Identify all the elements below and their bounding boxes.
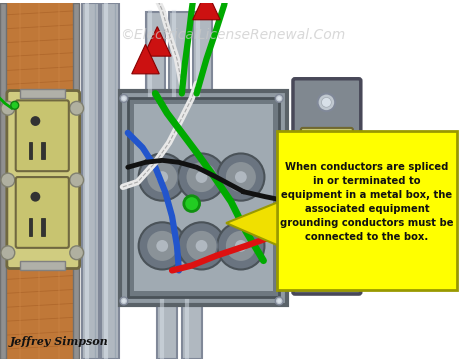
Bar xyxy=(19,89,65,98)
Circle shape xyxy=(70,173,83,187)
Circle shape xyxy=(156,240,168,252)
Circle shape xyxy=(138,222,186,269)
Circle shape xyxy=(138,153,186,201)
Circle shape xyxy=(1,246,15,260)
Bar xyxy=(169,12,189,110)
Circle shape xyxy=(277,96,281,100)
FancyBboxPatch shape xyxy=(310,143,339,201)
Bar xyxy=(182,290,201,359)
Circle shape xyxy=(196,240,208,252)
Bar xyxy=(41,142,45,159)
Bar xyxy=(134,104,273,291)
Text: When conductors are spliced
in or terminated to
equipment in a metal box, the
as: When conductors are spliced in or termin… xyxy=(280,163,454,243)
Circle shape xyxy=(321,266,331,275)
Circle shape xyxy=(120,94,128,102)
Circle shape xyxy=(225,230,256,262)
Polygon shape xyxy=(144,27,171,56)
Bar xyxy=(0,3,6,359)
Bar xyxy=(19,261,65,270)
Circle shape xyxy=(11,101,18,109)
Circle shape xyxy=(318,93,335,111)
Circle shape xyxy=(275,297,283,305)
FancyBboxPatch shape xyxy=(16,100,69,171)
FancyBboxPatch shape xyxy=(7,90,80,269)
Bar xyxy=(28,218,32,236)
Bar xyxy=(28,142,32,159)
FancyBboxPatch shape xyxy=(301,128,353,245)
Circle shape xyxy=(275,94,283,102)
Bar xyxy=(193,12,212,110)
Circle shape xyxy=(1,173,15,187)
Circle shape xyxy=(1,101,15,115)
Circle shape xyxy=(30,192,40,202)
Circle shape xyxy=(156,171,168,183)
Circle shape xyxy=(146,161,178,193)
FancyBboxPatch shape xyxy=(16,177,69,248)
Text: Jeffrey Simpson: Jeffrey Simpson xyxy=(10,336,109,347)
Bar xyxy=(120,90,287,305)
Circle shape xyxy=(196,171,208,183)
Circle shape xyxy=(186,161,217,193)
Circle shape xyxy=(235,171,247,183)
Bar xyxy=(0,3,79,359)
Circle shape xyxy=(30,116,40,126)
Bar xyxy=(73,3,79,359)
Text: ©ElectricalLicenseRenewal.Com: ©ElectricalLicenseRenewal.Com xyxy=(120,28,346,42)
Circle shape xyxy=(277,299,281,303)
Circle shape xyxy=(186,230,217,262)
Bar xyxy=(128,98,279,297)
Bar xyxy=(277,131,456,290)
Circle shape xyxy=(225,161,256,193)
Bar xyxy=(82,3,99,359)
Circle shape xyxy=(122,96,126,100)
Circle shape xyxy=(235,240,247,252)
Bar xyxy=(157,290,177,359)
Circle shape xyxy=(122,299,126,303)
Polygon shape xyxy=(226,202,277,245)
Circle shape xyxy=(358,136,366,144)
Circle shape xyxy=(146,230,178,262)
Bar xyxy=(101,3,119,359)
Circle shape xyxy=(70,101,83,115)
Circle shape xyxy=(318,262,335,279)
Circle shape xyxy=(217,153,264,201)
Circle shape xyxy=(178,222,225,269)
Circle shape xyxy=(70,246,83,260)
Polygon shape xyxy=(193,0,220,20)
Bar xyxy=(41,218,45,236)
Circle shape xyxy=(120,297,128,305)
Circle shape xyxy=(178,153,225,201)
Circle shape xyxy=(321,97,331,107)
FancyBboxPatch shape xyxy=(293,79,361,294)
Circle shape xyxy=(217,222,264,269)
Polygon shape xyxy=(132,45,159,74)
Circle shape xyxy=(184,196,200,211)
Bar xyxy=(146,12,165,110)
